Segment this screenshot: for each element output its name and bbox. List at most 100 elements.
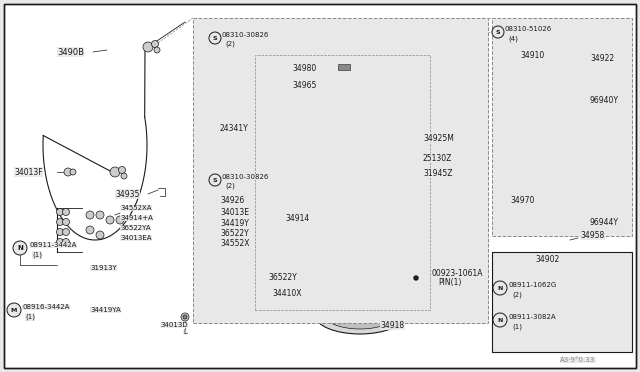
Circle shape <box>573 51 581 59</box>
Circle shape <box>152 41 159 48</box>
Text: 34926: 34926 <box>220 196 244 205</box>
Bar <box>193 18 488 323</box>
Circle shape <box>63 228 70 235</box>
Circle shape <box>522 315 534 327</box>
Circle shape <box>367 31 369 33</box>
Text: (1): (1) <box>32 252 42 258</box>
Text: 31913Y: 31913Y <box>90 265 116 271</box>
Circle shape <box>493 281 507 295</box>
Text: (1): (1) <box>25 314 35 320</box>
Circle shape <box>558 32 578 52</box>
Text: 34013EA: 34013EA <box>120 235 152 241</box>
Circle shape <box>70 169 76 175</box>
Bar <box>255 55 430 310</box>
Text: 34925M: 34925M <box>423 134 454 142</box>
Bar <box>338 64 350 70</box>
Circle shape <box>525 286 531 292</box>
Text: M: M <box>11 308 17 312</box>
Circle shape <box>154 47 160 53</box>
Text: 34970: 34970 <box>510 196 534 205</box>
Text: L: L <box>183 329 187 335</box>
Circle shape <box>561 35 575 49</box>
Bar <box>335 60 353 74</box>
Text: 34552XA: 34552XA <box>120 205 152 211</box>
Circle shape <box>579 221 586 228</box>
Text: A3·9°0.33: A3·9°0.33 <box>560 357 595 363</box>
Circle shape <box>64 168 72 176</box>
Circle shape <box>259 240 266 247</box>
Text: 34922: 34922 <box>590 54 614 62</box>
Text: S: S <box>212 177 218 183</box>
Circle shape <box>264 129 272 137</box>
Circle shape <box>560 143 570 153</box>
Text: N: N <box>497 317 502 323</box>
Text: 34552X: 34552X <box>220 238 250 247</box>
Text: 34013F: 34013F <box>14 167 43 176</box>
Text: 34013E: 34013E <box>220 208 249 217</box>
Circle shape <box>96 231 104 239</box>
Circle shape <box>13 241 27 255</box>
Text: 34013D: 34013D <box>160 322 188 328</box>
Circle shape <box>525 318 531 324</box>
Circle shape <box>106 216 114 224</box>
Circle shape <box>348 216 372 240</box>
Text: 3490B: 3490B <box>57 48 84 57</box>
Text: 96944Y: 96944Y <box>590 218 619 227</box>
Text: 34910: 34910 <box>520 51 544 60</box>
Circle shape <box>56 208 63 215</box>
Circle shape <box>86 211 94 219</box>
Text: PIN(1): PIN(1) <box>438 279 461 288</box>
Circle shape <box>259 219 266 227</box>
Text: 08911-1062G: 08911-1062G <box>509 282 557 288</box>
Circle shape <box>259 196 267 204</box>
Circle shape <box>118 167 125 173</box>
Circle shape <box>56 228 63 235</box>
Circle shape <box>7 303 21 317</box>
Circle shape <box>543 113 553 123</box>
Text: S: S <box>496 29 500 35</box>
Bar <box>492 252 632 352</box>
Circle shape <box>259 230 266 237</box>
Circle shape <box>522 283 534 295</box>
Circle shape <box>63 218 70 225</box>
Text: (4): (4) <box>508 36 518 42</box>
Polygon shape <box>510 68 625 224</box>
Text: S: S <box>212 35 218 41</box>
Circle shape <box>110 167 120 177</box>
Circle shape <box>574 60 580 66</box>
Text: 08911-3082A: 08911-3082A <box>509 314 557 320</box>
Circle shape <box>493 313 507 327</box>
Text: 34902: 34902 <box>535 256 559 264</box>
Circle shape <box>209 32 221 44</box>
Circle shape <box>492 26 504 38</box>
Circle shape <box>209 174 221 186</box>
Circle shape <box>354 222 366 234</box>
Circle shape <box>183 315 187 319</box>
Circle shape <box>264 240 271 247</box>
Text: 00923-1061A: 00923-1061A <box>432 269 483 278</box>
Ellipse shape <box>325 301 395 329</box>
Circle shape <box>259 208 266 215</box>
Circle shape <box>376 236 384 244</box>
Text: 34914: 34914 <box>285 214 309 222</box>
Circle shape <box>143 42 153 52</box>
Circle shape <box>402 167 410 175</box>
Text: 34419Y: 34419Y <box>220 218 249 228</box>
Circle shape <box>63 238 70 246</box>
Text: 34935: 34935 <box>115 189 140 199</box>
Polygon shape <box>310 190 400 275</box>
Text: 25130Z: 25130Z <box>423 154 452 163</box>
Circle shape <box>264 208 271 215</box>
Text: 36522YA: 36522YA <box>120 225 150 231</box>
Text: N: N <box>497 285 502 291</box>
Text: (2): (2) <box>512 292 522 298</box>
Text: N: N <box>17 245 23 251</box>
Circle shape <box>181 313 189 321</box>
Circle shape <box>565 39 571 45</box>
Text: (2): (2) <box>225 183 235 189</box>
Circle shape <box>365 29 371 35</box>
Circle shape <box>543 140 553 150</box>
Text: 36522Y: 36522Y <box>268 273 297 282</box>
Text: 08310-51026: 08310-51026 <box>505 26 552 32</box>
Text: 36522Y: 36522Y <box>220 228 249 237</box>
